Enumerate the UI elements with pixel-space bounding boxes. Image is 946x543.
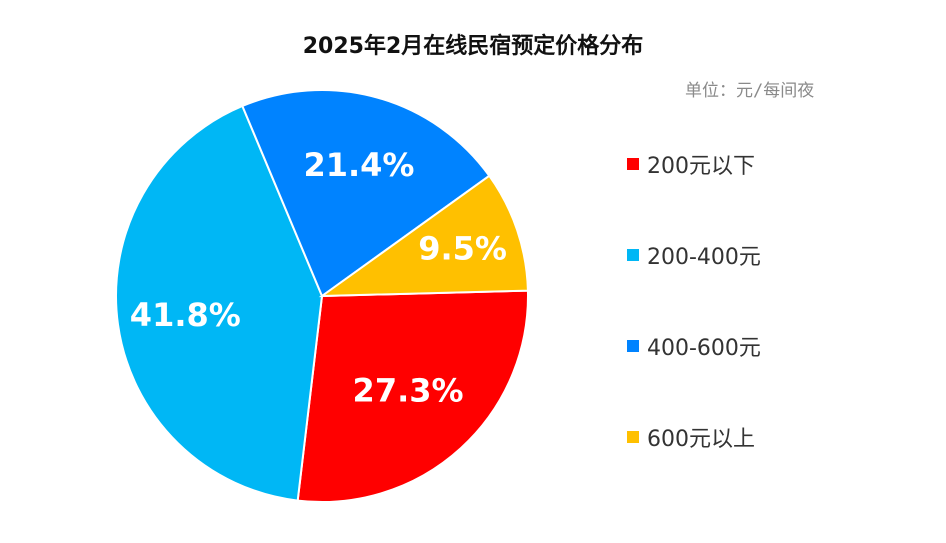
- legend-item-200-400: 200-400元: [627, 235, 761, 275]
- legend-label: 600元以上: [647, 427, 755, 452]
- legend-item-under-200: 200元以下: [627, 144, 761, 184]
- legend-label: 400-600元: [647, 336, 761, 361]
- data-label-400-600: 21.4%: [303, 146, 414, 184]
- unit-note: 单位：元/每间夜: [685, 81, 815, 101]
- pie-slice-over-600: [318, 174, 529, 298]
- legend-label: 200-400元: [647, 245, 761, 270]
- legend-swatch: [627, 158, 639, 170]
- legend-label: 200元以下: [647, 154, 755, 179]
- legend-item-400-600: 400-600元: [627, 326, 761, 366]
- legend-item-over-600: 600元以上: [627, 417, 761, 457]
- chart-title: 2025年2月在线民宿预定价格分布: [302, 34, 644, 59]
- legend-swatch: [627, 340, 639, 352]
- pie-slice-200-400: [115, 104, 324, 502]
- data-label-under-200: 27.3%: [353, 371, 464, 409]
- legend-swatch: [627, 249, 639, 261]
- pie-slice-under-200: [296, 289, 529, 503]
- pie-slice-400-600: [241, 89, 491, 298]
- data-label-over-600: 9.5%: [418, 230, 507, 268]
- legend-swatch: [627, 431, 639, 443]
- data-label-200-400: 41.8%: [130, 296, 241, 334]
- legend: 200元以下 200-400元 400-600元 600元以上: [627, 144, 761, 508]
